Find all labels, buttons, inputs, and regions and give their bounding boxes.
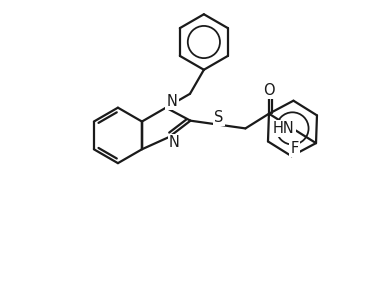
Text: N: N xyxy=(169,136,180,151)
Text: O: O xyxy=(263,83,275,98)
Text: F: F xyxy=(290,141,299,156)
Text: N: N xyxy=(166,94,177,109)
Text: S: S xyxy=(214,110,223,125)
Text: HN: HN xyxy=(273,121,294,136)
